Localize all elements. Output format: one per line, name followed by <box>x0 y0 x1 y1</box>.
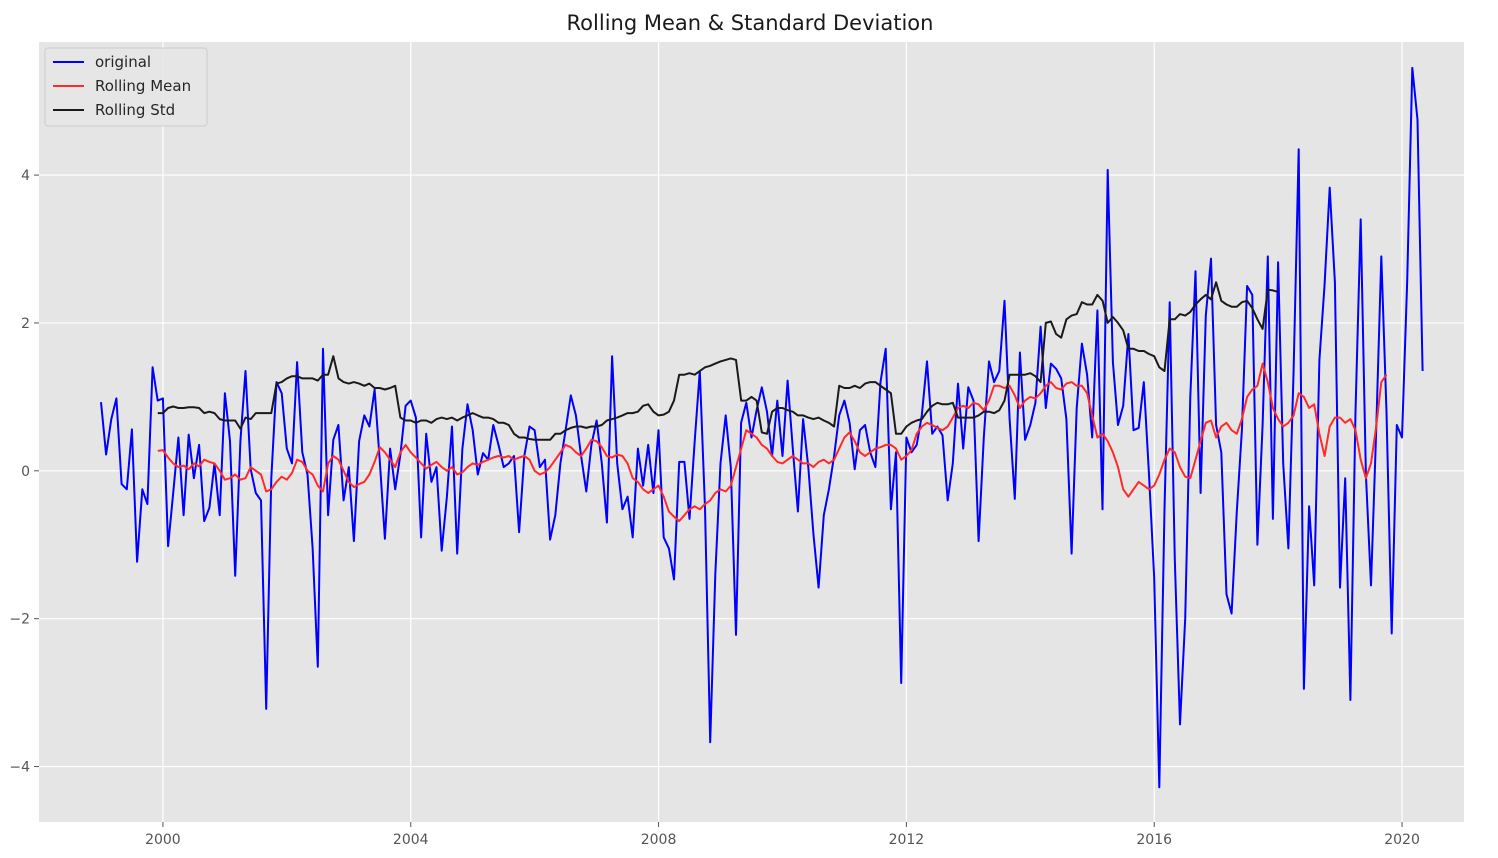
y-tick-label: 4 <box>21 168 30 184</box>
legend-label: original <box>95 53 151 71</box>
x-axis: 2000 2004 2008 2012 2016 2020 <box>145 822 1420 848</box>
x-tick-label: 2012 <box>889 832 925 848</box>
series-line-rolling-std <box>157 281 1279 441</box>
legend-box <box>44 47 208 127</box>
x-tick-label: 2004 <box>393 832 429 848</box>
x-tick-label: 2008 <box>641 832 677 848</box>
x-tick-label: 2000 <box>145 832 181 848</box>
y-tick-label: 0 <box>21 464 30 480</box>
series-line-rolling-mean <box>157 362 1388 523</box>
legend-label: Rolling Std <box>95 101 175 119</box>
y-tick-label: −2 <box>9 612 30 628</box>
legend: original Rolling Mean Rolling Std <box>44 47 208 127</box>
y-tick-label: 2 <box>21 316 30 332</box>
chart-title: Rolling Mean & Standard Deviation <box>567 11 934 35</box>
y-axis: −4 −2 0 2 4 <box>9 168 39 776</box>
series-layer <box>100 66 1424 789</box>
legend-label: Rolling Mean <box>95 77 191 95</box>
y-tick-label: −4 <box>9 760 30 776</box>
x-tick-label: 2020 <box>1384 832 1420 848</box>
x-tick-label: 2016 <box>1136 832 1172 848</box>
